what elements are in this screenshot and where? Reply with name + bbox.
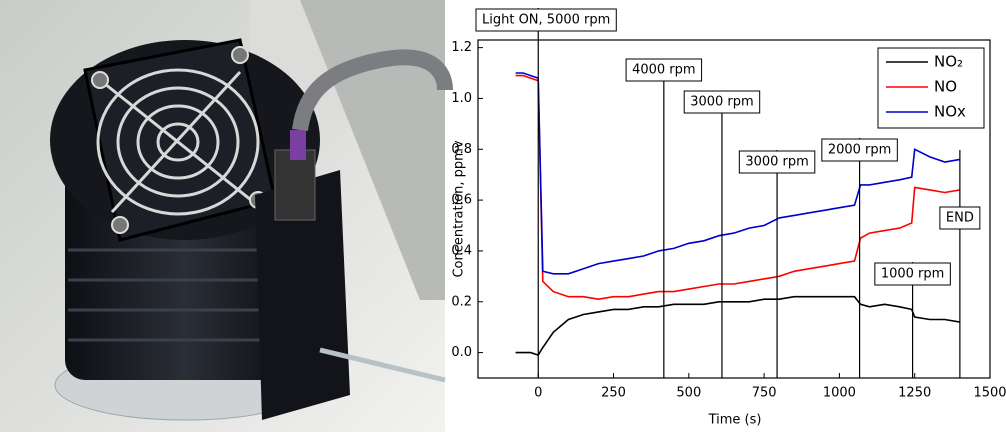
annotation-box (625, 58, 703, 82)
x-tick-label: 750 (752, 386, 777, 401)
y-tick-label: 1.0 (451, 91, 472, 106)
annotation-label: 3000 rpm (690, 95, 753, 110)
annotation-label: END (946, 211, 974, 226)
plot-frame (477, 39, 991, 379)
annotation-label: 3000 rpm (745, 155, 808, 170)
annotation-box (874, 262, 951, 286)
legend-label: NOx (934, 103, 966, 121)
y-tick-label: 0.8 (451, 142, 472, 157)
photo (0, 0, 453, 432)
annotation-label: Light ON, 5000 rpm (482, 13, 610, 28)
series-line (515, 74, 961, 301)
legend-label: NO (934, 78, 957, 96)
annotation-label: 1000 rpm (881, 267, 944, 282)
annotation-label: 4000 rpm (632, 63, 695, 78)
legend-label: NO₂ (934, 53, 963, 71)
annotation-box (821, 138, 898, 162)
y-tick-label: 0.4 (451, 243, 472, 258)
x-tick-label: 250 (601, 386, 626, 401)
x-tick-label: 1250 (898, 386, 931, 401)
y-tick-label: 1.2 (451, 40, 472, 55)
annotation-box (475, 8, 617, 32)
annotation-box (683, 90, 761, 114)
chart: Time (s) Concentration, ppmv (452, 39, 991, 428)
x-tick-label: 1000 (823, 386, 856, 401)
y-axis-label: Concentration, ppmv (452, 140, 467, 277)
annotation-label: 2000 rpm (828, 143, 891, 158)
legend-box (877, 47, 985, 129)
y-tick-label: 0.6 (451, 193, 472, 208)
x-tick-label: 500 (676, 386, 701, 401)
series-line (515, 295, 961, 357)
series-line (515, 72, 961, 275)
x-tick-label: 0 (534, 386, 542, 401)
annotation-box (738, 150, 816, 174)
plot: 0 250 500 750 1000 1250 1500 0.0 0.2 0.4 0.6 0.8 1.0… (451, 8, 1006, 401)
annotation-box (939, 206, 981, 230)
x-tick-label: 1500 (973, 386, 1006, 401)
y-tick-label: 0.2 (451, 294, 472, 309)
x-axis-label: Time (s) (708, 413, 762, 428)
y-tick-label: 0.0 (451, 345, 472, 360)
